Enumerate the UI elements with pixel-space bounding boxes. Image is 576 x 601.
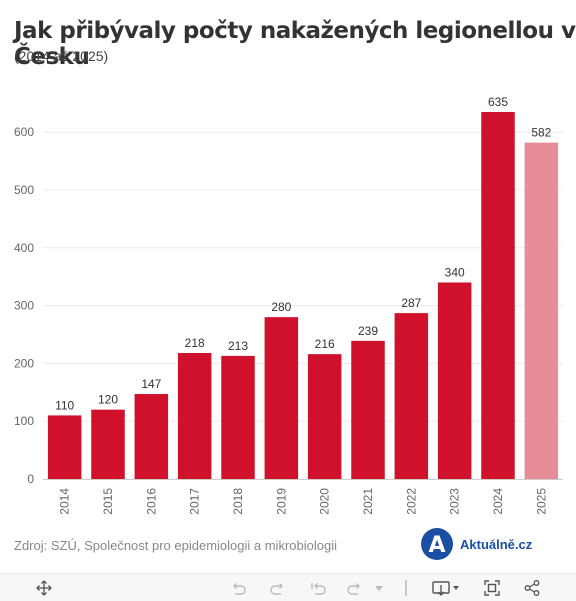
fullscreen-icon[interactable] — [482, 577, 502, 599]
data-label: 110 — [55, 398, 74, 412]
bar — [437, 282, 472, 479]
bar — [177, 352, 212, 479]
bar — [264, 317, 299, 479]
x-tick-label: 2015 — [101, 488, 115, 515]
move-icon[interactable] — [34, 577, 54, 599]
bar — [134, 394, 169, 479]
bar — [307, 354, 342, 479]
data-label: 635 — [488, 95, 508, 109]
data-label: 287 — [401, 296, 421, 310]
x-tick-label: 2022 — [404, 488, 418, 515]
data-label: 239 — [358, 324, 378, 338]
bar — [524, 142, 559, 479]
chart-title: Jak přibývaly počty nakažených legionell… — [14, 18, 576, 70]
x-tick-label: 2020 — [318, 488, 332, 515]
x-tick-label: 2017 — [188, 488, 202, 515]
data-label: 120 — [98, 393, 118, 407]
dropdown-icon[interactable] — [372, 577, 386, 599]
redo-icon[interactable] — [268, 577, 288, 599]
chart-subtitle: (2014 až 2025) — [14, 48, 109, 64]
data-label: 340 — [445, 265, 465, 279]
source-note: Zdroj: SZÚ, Společnost pro epidemiologii… — [14, 538, 337, 553]
share-icon[interactable] — [522, 577, 542, 599]
aktualne-logo[interactable]: A Aktuálně.cz — [420, 527, 532, 561]
y-tick-label: 300 — [14, 299, 34, 313]
undo-icon[interactable] — [228, 577, 248, 599]
aktualne-logo-icon: A — [421, 528, 453, 560]
x-tick-label: 2024 — [491, 488, 505, 515]
data-label: 582 — [531, 126, 551, 140]
bar — [394, 313, 429, 479]
bar — [47, 415, 82, 479]
x-tick-label: 2018 — [231, 488, 245, 515]
y-tick-label: 500 — [14, 183, 34, 197]
y-tick-label: 0 — [27, 472, 34, 486]
y-tick-label: 600 — [14, 125, 34, 139]
bar-chart: 0 100 200 300 400 500 600 110 2014 120 2015 147 2016… — [14, 95, 563, 515]
aktualne-logo-text: Aktuálně.cz — [460, 536, 533, 552]
y-tick-label: 200 — [14, 356, 34, 370]
bar — [481, 111, 515, 479]
toolbar-divider — [404, 577, 408, 599]
x-tick-label: 2016 — [144, 488, 158, 515]
data-label: 216 — [315, 337, 335, 351]
x-tick-label: 2023 — [448, 488, 462, 515]
data-label: 147 — [141, 377, 161, 391]
data-label: 213 — [228, 339, 248, 353]
bar — [221, 355, 255, 479]
x-tick-label: 2021 — [361, 488, 375, 515]
download-icon[interactable] — [430, 577, 462, 599]
x-tick-label: 2019 — [274, 488, 288, 515]
svg-text:A: A — [428, 533, 445, 558]
y-tick-label: 400 — [14, 241, 34, 255]
data-label: 218 — [185, 336, 205, 350]
data-label: 280 — [271, 300, 291, 314]
bar — [351, 340, 385, 479]
x-tick-label: 2025 — [534, 488, 548, 515]
redo-multi-icon[interactable] — [344, 577, 366, 599]
reset-icon[interactable] — [308, 577, 328, 599]
chart-toolbar — [0, 573, 576, 601]
x-tick-label: 2014 — [58, 488, 72, 515]
y-tick-label: 100 — [14, 414, 34, 428]
bar — [91, 409, 125, 479]
